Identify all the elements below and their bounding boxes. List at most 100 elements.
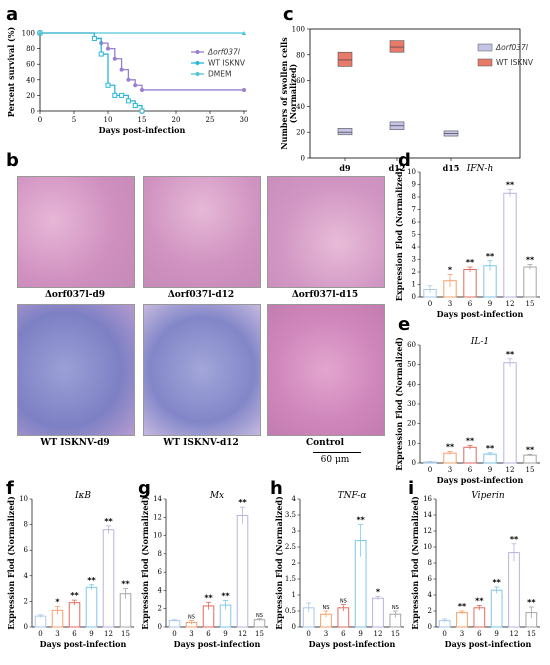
data-point [99,41,104,46]
bar [503,362,517,464]
micrograph-d12-wt [143,304,261,436]
x-tick-label: 15 [255,630,264,638]
significance-label: ** [475,596,484,605]
caption-5: WT ISKNV-d12 [163,438,239,448]
y-tick-label: 2 [158,605,162,613]
x-tick-label: 6 [477,630,482,638]
y-tick-label: 10 [407,439,416,447]
y-tick-label: 2 [24,597,28,605]
panel-letter-g: g [138,478,151,499]
data-point [119,92,125,98]
y-tick-label: 2 [428,607,432,615]
bar [337,607,350,628]
bar [102,529,115,628]
x-tick-label: 6 [468,466,473,474]
bar [503,192,517,298]
micrograph-d9-wt [17,304,135,436]
x-tick-label: 3 [448,300,452,308]
y-tick-label: 4 [412,243,417,251]
x-tick-label: d9 [339,163,351,173]
y-tick-label: 2.5 [285,543,296,551]
micrograph-d9-mutant [17,176,135,288]
legend-marker [195,61,200,65]
bar [473,607,486,628]
y-tick-label: 10 [407,168,416,176]
box [389,40,405,53]
data-point [38,31,42,35]
x-tick-label: 12 [238,630,247,638]
data-point [112,92,118,98]
bar [236,514,249,628]
y-tick-label: 50 [407,361,416,369]
y-tick-label: 20 [407,420,416,428]
chart-title: Viperin [471,491,504,501]
x-tick-label: 3 [189,630,193,638]
significance-label: ** [527,598,536,607]
caption-4: WT ISKNV-d9 [40,438,110,448]
x-tick-label: 6 [72,630,77,638]
data-point [132,103,138,109]
y-tick-label: 10 [423,543,432,551]
y-tick-label: 1 [412,281,416,289]
bar [389,613,402,628]
data-point [126,77,131,82]
legend-label: DMEM [208,70,231,79]
data-point [125,98,131,104]
scale-bar [313,452,361,453]
bar [456,612,468,628]
x-tick-label: 15 [391,630,400,638]
x-axis-label: Days post-infection [437,309,524,319]
data-point [242,87,246,92]
x-tick-label: 0 [428,466,432,474]
y-tick-label: 60 [407,341,416,349]
x-axis-label: Days post-infection [40,639,127,649]
x-tick-label: 0 [442,630,446,638]
micrograph-control [267,304,385,436]
y-tick-label: 20 [296,129,305,137]
significance-label: ** [87,576,96,585]
bar [423,289,437,298]
significance-label: ** [356,516,365,525]
x-tick-label: 3 [55,630,59,638]
x-tick-label: 0 [428,300,432,308]
x-tick-label: 12 [374,630,383,638]
box [337,128,353,136]
legend-label: Δorf037l [207,48,241,57]
significance-label: ** [121,580,130,589]
y-axis-label: Percent survival (%) [6,27,16,118]
x-tick-label: d12 [389,163,406,173]
y-tick-label: 6 [428,575,433,583]
significance-label: * [55,598,60,607]
bar [483,265,497,298]
y-tick-label: 12 [423,527,432,535]
y-tick-label: 0 [428,623,432,631]
data-point [105,82,111,88]
data-point [139,108,145,114]
micrograph-d15-mutant [267,176,385,288]
y-tick-label: 100 [292,26,305,34]
y-tick-label: 10 [153,532,162,540]
legend-swatch [477,58,493,67]
bar [119,593,132,628]
bar [525,612,538,628]
significance-label: NS [340,599,347,605]
significance-label: ** [492,578,501,587]
bar [443,452,457,464]
legend-marker [195,72,200,76]
y-tick-label: 3 [292,527,296,535]
y-tick-label: 100 [22,30,35,38]
x-tick-label: 15 [121,630,130,638]
bar [372,597,384,628]
bar [253,619,266,628]
bar [483,453,497,464]
x-tick-label: 25 [206,116,215,124]
y-tick-label: 60 [26,61,35,69]
chart-title: Mx [209,491,224,501]
x-tick-label: 9 [358,630,362,638]
y-tick-label: 8 [412,193,416,201]
x-tick-label: 6 [341,630,346,638]
x-tick-label: 15 [526,300,535,308]
significance-label: ** [70,591,79,600]
data-point [119,67,124,72]
plot-frame [309,28,521,159]
